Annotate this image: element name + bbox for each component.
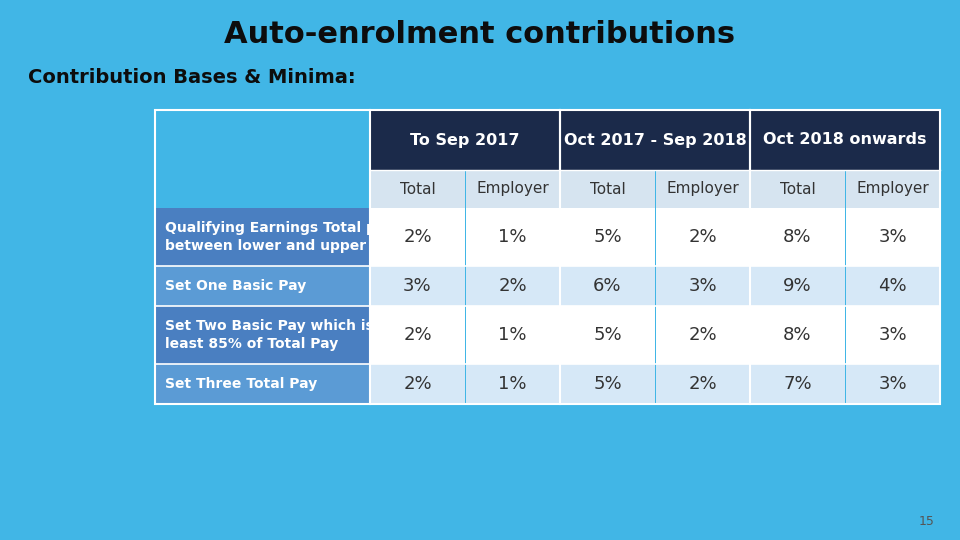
Text: 6%: 6% [593, 277, 622, 295]
FancyBboxPatch shape [846, 266, 940, 306]
Text: 3%: 3% [403, 277, 432, 295]
FancyBboxPatch shape [561, 266, 655, 306]
Text: 3%: 3% [688, 277, 717, 295]
FancyBboxPatch shape [371, 110, 559, 170]
FancyBboxPatch shape [656, 170, 750, 208]
FancyBboxPatch shape [561, 170, 655, 208]
Text: 7%: 7% [783, 375, 812, 393]
Text: Oct 2017 - Sep 2018: Oct 2017 - Sep 2018 [564, 132, 746, 147]
FancyBboxPatch shape [656, 364, 750, 404]
FancyBboxPatch shape [371, 364, 465, 404]
Text: 2%: 2% [498, 277, 527, 295]
Text: Employer: Employer [666, 181, 739, 197]
Text: 8%: 8% [783, 326, 812, 344]
FancyBboxPatch shape [371, 306, 465, 364]
Text: 1%: 1% [498, 326, 527, 344]
Text: Total: Total [589, 181, 625, 197]
Text: Employer: Employer [476, 181, 549, 197]
FancyBboxPatch shape [751, 208, 845, 266]
Text: 2%: 2% [688, 228, 717, 246]
Text: 5%: 5% [593, 326, 622, 344]
Text: Total: Total [780, 181, 815, 197]
Text: Employer: Employer [856, 181, 929, 197]
FancyBboxPatch shape [466, 170, 560, 208]
Text: Contribution Bases & Minima:: Contribution Bases & Minima: [28, 68, 355, 87]
FancyBboxPatch shape [846, 208, 940, 266]
Text: 3%: 3% [878, 375, 907, 393]
Text: 2%: 2% [403, 228, 432, 246]
FancyBboxPatch shape [561, 306, 655, 364]
Text: Set Three Total Pay: Set Three Total Pay [165, 377, 317, 391]
Text: 2%: 2% [403, 326, 432, 344]
Text: Qualifying Earnings Total pay
between lower and upper limit: Qualifying Earnings Total pay between lo… [165, 221, 406, 253]
FancyBboxPatch shape [371, 208, 465, 266]
FancyBboxPatch shape [846, 170, 940, 208]
Text: 3%: 3% [878, 326, 907, 344]
FancyBboxPatch shape [751, 170, 845, 208]
FancyBboxPatch shape [156, 306, 369, 364]
FancyBboxPatch shape [156, 208, 369, 266]
Text: Total: Total [399, 181, 436, 197]
Text: 2%: 2% [688, 375, 717, 393]
FancyBboxPatch shape [846, 306, 940, 364]
Text: 15: 15 [919, 515, 935, 528]
FancyBboxPatch shape [466, 266, 560, 306]
FancyBboxPatch shape [751, 266, 845, 306]
FancyBboxPatch shape [656, 208, 750, 266]
FancyBboxPatch shape [751, 110, 939, 170]
FancyBboxPatch shape [846, 364, 940, 404]
FancyBboxPatch shape [156, 364, 369, 404]
Text: 5%: 5% [593, 375, 622, 393]
Text: Oct 2018 onwards: Oct 2018 onwards [763, 132, 926, 147]
FancyBboxPatch shape [656, 306, 750, 364]
Text: 9%: 9% [783, 277, 812, 295]
Text: 4%: 4% [878, 277, 907, 295]
FancyBboxPatch shape [156, 266, 369, 306]
FancyBboxPatch shape [561, 208, 655, 266]
FancyBboxPatch shape [561, 364, 655, 404]
Text: To Sep 2017: To Sep 2017 [410, 132, 519, 147]
Text: 1%: 1% [498, 375, 527, 393]
Text: 8%: 8% [783, 228, 812, 246]
Text: 3%: 3% [878, 228, 907, 246]
Text: Set One Basic Pay: Set One Basic Pay [165, 279, 306, 293]
FancyBboxPatch shape [466, 208, 560, 266]
FancyBboxPatch shape [751, 306, 845, 364]
FancyBboxPatch shape [466, 364, 560, 404]
Text: 1%: 1% [498, 228, 527, 246]
FancyBboxPatch shape [466, 306, 560, 364]
Text: 2%: 2% [688, 326, 717, 344]
FancyBboxPatch shape [656, 266, 750, 306]
Text: Set Two Basic Pay which is at
least 85% of Total Pay: Set Two Basic Pay which is at least 85% … [165, 319, 395, 350]
FancyBboxPatch shape [561, 110, 749, 170]
FancyBboxPatch shape [751, 364, 845, 404]
FancyBboxPatch shape [371, 266, 465, 306]
Text: 5%: 5% [593, 228, 622, 246]
FancyBboxPatch shape [371, 170, 465, 208]
Text: Auto-enrolment contributions: Auto-enrolment contributions [225, 20, 735, 49]
Text: 2%: 2% [403, 375, 432, 393]
